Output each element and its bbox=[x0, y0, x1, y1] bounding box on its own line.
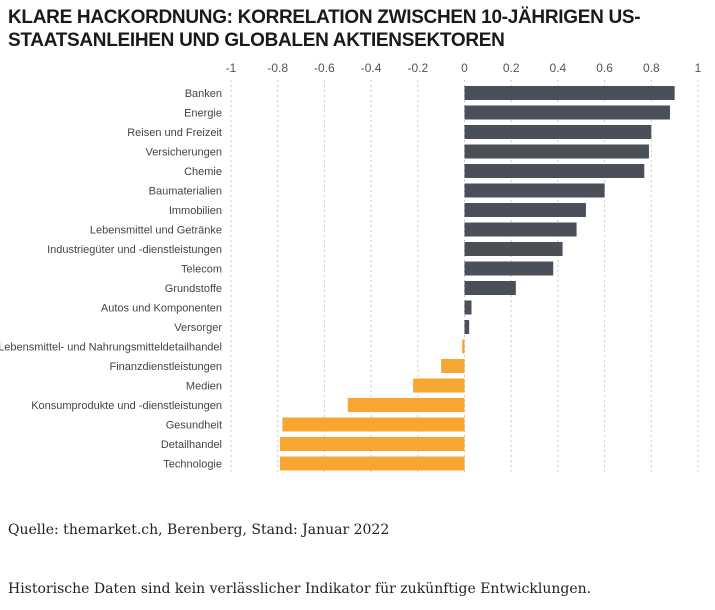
chart-title-line-2: Staatsanleihen und globalen Aktiensektor… bbox=[8, 30, 505, 51]
bar bbox=[280, 437, 465, 451]
grid-lines bbox=[230, 80, 699, 472]
bar bbox=[282, 417, 465, 432]
bar bbox=[464, 281, 516, 295]
chart-title-line-1: Klare Hackordnung: Korrelation zwischen … bbox=[8, 7, 641, 28]
bar bbox=[413, 378, 465, 393]
bar bbox=[464, 242, 563, 256]
category-label: Telecom bbox=[181, 264, 222, 276]
category-label: Banken bbox=[185, 88, 222, 100]
disclaimer-note: Historische Daten sind kein verlässliche… bbox=[8, 581, 592, 597]
bar bbox=[464, 86, 675, 100]
bar bbox=[464, 203, 586, 217]
bar bbox=[347, 398, 465, 412]
x-tick-label: -0.8 bbox=[267, 61, 288, 75]
category-label: Konsumprodukte und -dienstleistungen bbox=[31, 400, 222, 412]
x-tick-label: -0.6 bbox=[314, 61, 335, 75]
category-label: Industriegüter und -dienstleistungen bbox=[47, 244, 222, 256]
x-tick-label: 0.6 bbox=[596, 61, 613, 75]
category-label: Autos und Komponenten bbox=[101, 303, 222, 315]
bar bbox=[441, 359, 465, 373]
bar bbox=[462, 339, 465, 354]
bar bbox=[464, 183, 605, 198]
category-label: Baumaterialien bbox=[149, 186, 222, 198]
x-tick-label: 1 bbox=[695, 61, 702, 75]
bar bbox=[464, 164, 645, 178]
bar bbox=[464, 261, 554, 276]
category-label: Detailhandel bbox=[161, 439, 222, 451]
x-tick-label: -0.4 bbox=[361, 61, 382, 75]
bar bbox=[464, 320, 470, 334]
category-label: Lebensmittel- und Nahrungsmitteldetailha… bbox=[0, 342, 222, 354]
x-axis-ticks: -1 -0.8 -0.6 -0.4 -0.2 0 0.2 0.4 0.6 0.8 1 bbox=[226, 61, 702, 75]
bars bbox=[280, 86, 675, 471]
category-label: Medien bbox=[186, 381, 222, 393]
category-label: Chemie bbox=[184, 166, 222, 178]
bar-chart: -1 -0.8 -0.6 -0.4 -0.2 0 0.2 0.4 0.6 0.8 1 Banken E… bbox=[0, 61, 702, 472]
x-tick-label: -1 bbox=[226, 61, 237, 75]
category-label: Versorger bbox=[174, 322, 222, 334]
x-tick-label: 0.8 bbox=[643, 61, 660, 75]
category-label: Finanzdienstleistungen bbox=[109, 361, 222, 373]
source-note: Quelle: themarket.ch, Berenberg, Stand: … bbox=[8, 522, 390, 538]
x-tick-label: 0.2 bbox=[503, 61, 520, 75]
x-tick-label: 0.4 bbox=[550, 61, 567, 75]
x-tick-label: -0.2 bbox=[407, 61, 428, 75]
category-label: Versicherungen bbox=[146, 147, 222, 159]
bar bbox=[464, 222, 577, 237]
category-label: Immobilien bbox=[169, 205, 222, 217]
category-label: Lebensmittel und Getränke bbox=[90, 225, 222, 237]
category-label: Grundstoffe bbox=[165, 283, 222, 295]
bar bbox=[464, 105, 670, 120]
chart-title: Klare Hackordnung: Korrelation zwischen … bbox=[8, 6, 698, 52]
category-labels: Banken Energie Reisen und Freizeit Versiche… bbox=[0, 88, 222, 471]
bar bbox=[464, 144, 649, 159]
bar bbox=[280, 456, 465, 471]
x-tick-label: 0 bbox=[461, 61, 468, 75]
category-label: Technologie bbox=[163, 459, 222, 471]
bar bbox=[464, 300, 472, 315]
category-label: Energie bbox=[184, 108, 222, 120]
category-label: Reisen und Freizeit bbox=[127, 127, 222, 139]
bar bbox=[464, 125, 652, 139]
category-label: Gesundheit bbox=[166, 420, 222, 432]
